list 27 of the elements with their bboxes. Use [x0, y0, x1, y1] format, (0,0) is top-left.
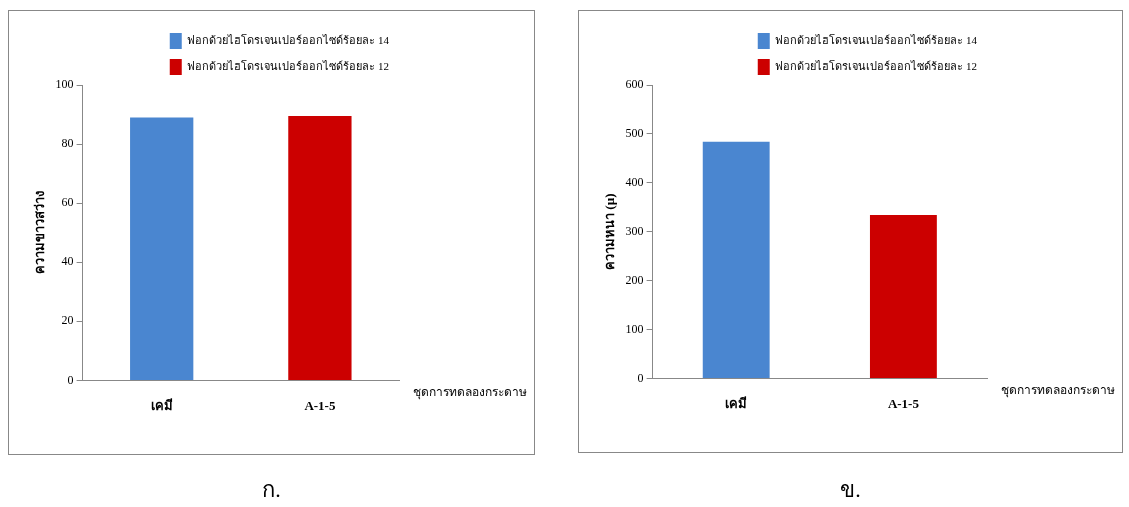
x-axis-title: ชุดการทดลองกระดาษ	[413, 384, 527, 400]
y-axis-title: ความหนา (µ)	[602, 193, 618, 270]
x-tick-label: เคมี	[150, 397, 173, 413]
y-tick-label: 60	[61, 195, 74, 210]
text: ก.	[261, 476, 282, 504]
y-tick-label: 0	[67, 372, 74, 387]
text: ข.	[839, 476, 862, 504]
x-tick-label: A-1-5	[304, 397, 336, 413]
x-axis-title: ชุดการทดลองกระดาษ	[1001, 382, 1115, 398]
y-tick-label: 200	[625, 272, 644, 287]
y-tick-label: 40	[61, 254, 74, 269]
legend-label: ฟอกด้วยไฮโดรเจนเปอร์ออกไซด์ร้อยละ 12	[775, 58, 977, 72]
y-tick-label: 80	[61, 136, 74, 151]
y-tick-label: 100	[55, 77, 74, 92]
legend-label: ฟอกด้วยไฮโดรเจนเปอร์ออกไซด์ร้อยละ 14	[187, 32, 390, 46]
y-axis-title: ความขาวสว่าง	[32, 191, 48, 275]
legend-label: ฟอกด้วยไฮโดรเจนเปอร์ออกไซด์ร้อยละ 12	[187, 58, 389, 72]
legend-label: ฟอกด้วยไฮโดรเจนเปอร์ออกไซด์ร้อยละ 14	[775, 32, 978, 46]
y-tick-label: 300	[625, 223, 644, 238]
y-tick-label: 600	[625, 77, 644, 92]
y-tick-label: 500	[625, 126, 644, 141]
x-tick-label: A-1-5	[887, 395, 920, 411]
y-tick-label: 100	[625, 321, 644, 336]
y-tick-label: 0	[637, 370, 644, 385]
x-tick-label: เคมี	[725, 395, 748, 411]
y-tick-label: 20	[61, 313, 74, 328]
y-tick-label: 400	[625, 174, 644, 189]
